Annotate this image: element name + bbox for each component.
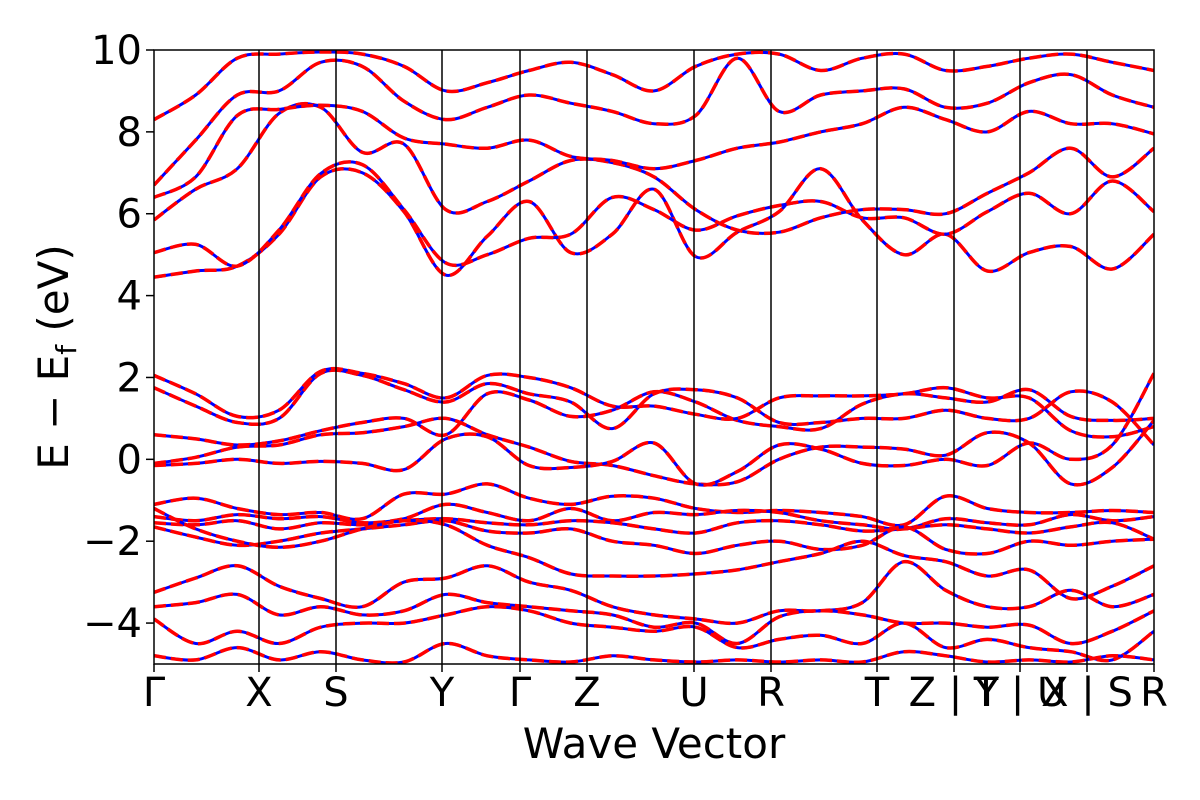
x-tick-label-0: Γ	[143, 670, 166, 716]
band-14-series-2-line	[154, 516, 1154, 541]
x-tick-label-11: X | S	[1041, 670, 1133, 716]
band-16-series-1-line	[154, 507, 1154, 601]
band-19-series-2-line	[154, 604, 1154, 663]
band-4-series-1-line	[154, 103, 1154, 199]
band-5-series-1-line	[154, 56, 1154, 187]
band-3-series-2-line	[154, 101, 1154, 236]
band-17-series-2-line	[154, 559, 1154, 626]
band-9-series-1-line	[154, 367, 1154, 439]
y-tick-label-2: 0	[117, 437, 142, 483]
band-12-series-1-line	[154, 482, 1154, 528]
band-15-series-2-line	[154, 518, 1154, 556]
x-tick-label-1: X	[245, 670, 272, 716]
band-9-series-2-line	[154, 366, 1154, 439]
band-10-series-2-line	[154, 416, 1154, 487]
y-tick-label-4: 4	[117, 274, 142, 320]
band-4-series-2-line	[154, 103, 1154, 200]
y-axis-title-main: E − E	[29, 355, 78, 470]
kpoint-divider-lines	[258, 50, 1088, 664]
y-tick-label-5: 6	[117, 192, 142, 238]
band-1-series-2-line	[154, 166, 1154, 279]
y-axis-title-unit: (eV)	[29, 244, 78, 345]
x-tick-label-8: T	[864, 670, 890, 716]
band-18-series-2-line	[154, 592, 1154, 646]
y-axis-title: E − Ef (eV)	[29, 244, 83, 470]
x-tick-label-5: Z	[573, 670, 600, 716]
band-2-series-2-line	[154, 160, 1154, 268]
y-axis-ticks: −4 −2 0 2 4 6 8 10	[83, 28, 154, 647]
band-8-series-2-line	[154, 368, 1154, 447]
x-tick-label-4: Γ	[509, 670, 532, 716]
y-tick-label-1: −2	[83, 519, 142, 565]
x-tick-label-2: S	[323, 670, 348, 716]
x-axis-title: Wave Vector	[523, 719, 786, 768]
y-tick-label-3: 2	[117, 355, 142, 401]
band-13-series-2-line	[154, 502, 1154, 531]
bands-layer	[154, 50, 1154, 664]
y-tick-label-6: 8	[117, 110, 142, 156]
x-tick-label-10: T | U	[973, 670, 1067, 716]
x-tick-label-9: Z | Y	[909, 670, 1000, 716]
x-tick-label-12: R	[1140, 670, 1168, 716]
x-tick-label-7: R	[757, 670, 785, 716]
band-20-series-2-line	[154, 641, 1154, 664]
y-tick-label-0: −4	[83, 601, 142, 647]
band-16-series-2-line	[154, 506, 1154, 601]
x-tick-label-3: Y	[429, 670, 455, 716]
band-5-series-2-line	[154, 56, 1154, 187]
band-12-series-2-line	[154, 482, 1154, 528]
band-7-series-2-line	[154, 387, 1154, 447]
plot-frame	[153, 49, 1155, 665]
x-tick-label-6: U	[679, 670, 708, 716]
band-6-series-2-line	[154, 50, 1154, 122]
y-tick-label-7: 10	[91, 28, 142, 74]
band-11-series-2-line	[154, 372, 1154, 487]
y-axis-title-subscript: f	[50, 344, 83, 355]
